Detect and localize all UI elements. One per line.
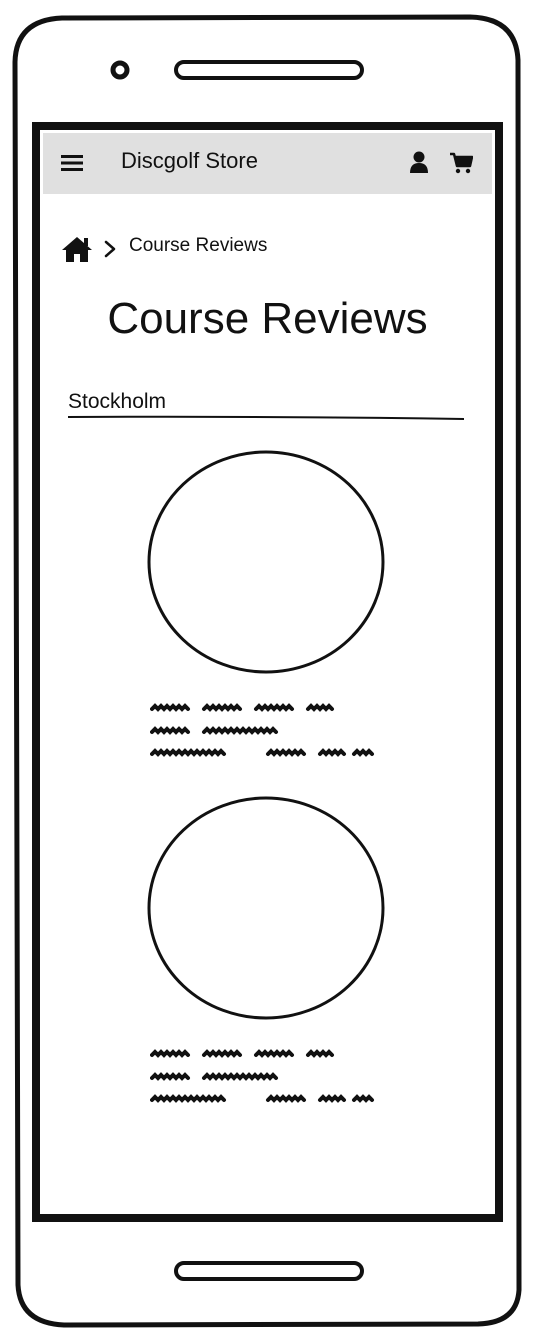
location-value: Stockholm <box>68 390 167 413</box>
camera-icon <box>110 60 130 80</box>
app-title[interactable]: Discgolf Store <box>121 148 258 173</box>
course-image-placeholder <box>147 450 385 674</box>
home-icon[interactable] <box>61 235 93 263</box>
shopping-cart-icon[interactable] <box>449 152 473 174</box>
chevron-right-icon <box>104 240 116 258</box>
breadcrumb-current: Course Reviews <box>129 235 268 256</box>
scribbled-text-placeholder <box>150 703 374 757</box>
breadcrumb: Course Reviews <box>61 234 481 264</box>
location-input[interactable]: Stockholm <box>68 388 464 422</box>
user-icon[interactable] <box>409 151 429 173</box>
input-underline <box>68 415 464 420</box>
app-bar: Discgolf Store <box>43 133 492 194</box>
page-title: Course Reviews <box>107 294 428 343</box>
home-button-slot <box>174 1261 364 1281</box>
hamburger-menu-icon[interactable] <box>61 153 83 173</box>
course-image-placeholder <box>147 796 385 1020</box>
scribbled-text-placeholder <box>150 1049 374 1103</box>
speaker-slot <box>174 60 364 80</box>
